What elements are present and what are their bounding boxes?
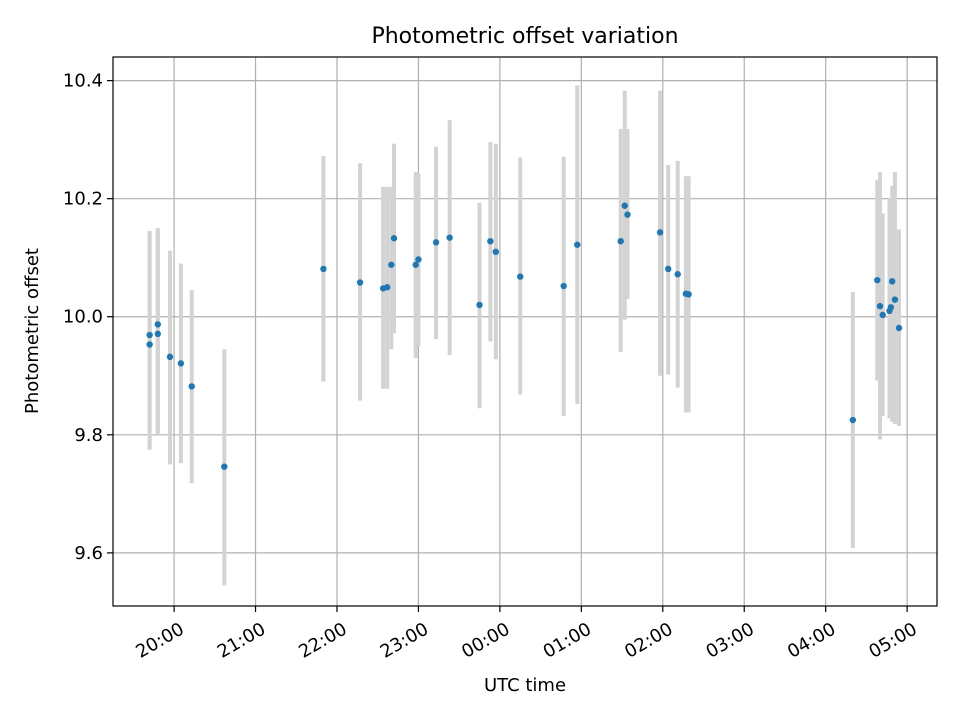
data-point xyxy=(412,261,419,268)
data-point xyxy=(574,241,581,248)
data-point xyxy=(617,237,624,245)
data-point xyxy=(849,416,857,424)
grid xyxy=(113,57,937,606)
data-point xyxy=(415,256,422,263)
data-point xyxy=(146,341,153,348)
data-point xyxy=(560,282,567,290)
data-point xyxy=(874,276,881,284)
data-point xyxy=(177,360,185,367)
data-point xyxy=(154,321,161,328)
data-point xyxy=(889,278,896,285)
plot-frame xyxy=(112,56,938,607)
chart-title: Photometric offset variation xyxy=(371,24,678,49)
data-point xyxy=(356,279,364,286)
data-point xyxy=(166,353,174,361)
data-points xyxy=(146,202,903,470)
data-point xyxy=(621,202,628,209)
y-axis-ticks: 9.6 9.8 10.0 10.2 10.4 xyxy=(63,71,113,564)
data-point xyxy=(656,229,664,236)
data-point xyxy=(895,324,903,332)
data-point xyxy=(221,463,228,470)
data-point xyxy=(476,301,483,309)
data-point xyxy=(320,265,327,273)
data-point xyxy=(446,234,453,241)
data-point xyxy=(188,383,195,390)
y-tick-label: 9.8 xyxy=(74,425,103,446)
y-tick-label: 10.4 xyxy=(63,71,103,92)
x-axis-label: UTC time xyxy=(484,675,566,696)
y-tick-label: 9.6 xyxy=(74,543,103,564)
data-point xyxy=(388,261,395,268)
data-point xyxy=(487,237,494,245)
y-axis-label: Photometric offset xyxy=(22,248,43,414)
data-point xyxy=(685,291,692,298)
data-point xyxy=(492,248,500,256)
data-point xyxy=(891,296,899,303)
data-point xyxy=(154,330,161,338)
data-point xyxy=(390,235,398,242)
data-point xyxy=(665,265,672,273)
data-point xyxy=(432,239,440,246)
data-point xyxy=(887,304,895,311)
y-tick-label: 10.2 xyxy=(63,189,103,210)
y-tick-label: 10.0 xyxy=(63,307,103,328)
data-point xyxy=(517,273,524,280)
data-point xyxy=(624,211,631,218)
data-point xyxy=(879,311,886,319)
data-point xyxy=(876,302,884,310)
data-point xyxy=(674,271,681,278)
data-point xyxy=(384,284,391,291)
data-point xyxy=(146,331,153,339)
